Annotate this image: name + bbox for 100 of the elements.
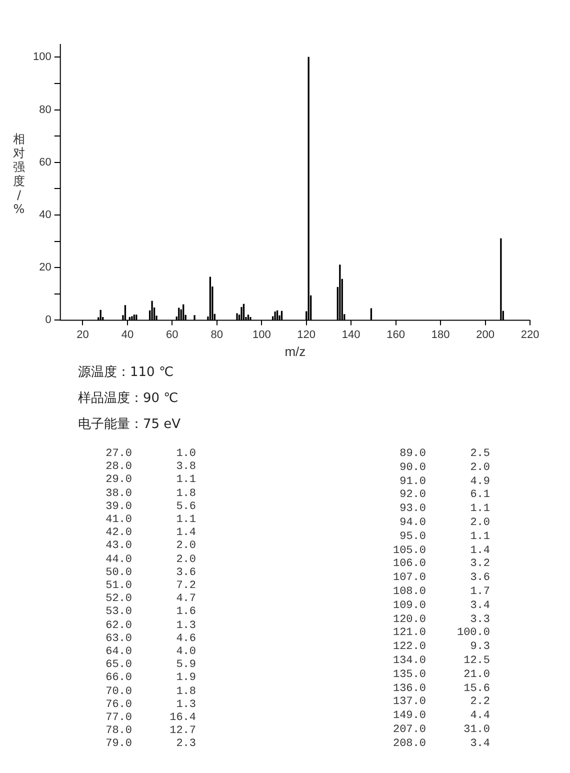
text: 31.0 bbox=[462, 724, 490, 738]
text: 4.6 bbox=[175, 632, 196, 646]
text: 78.0 bbox=[104, 725, 132, 738]
text: 1.1 bbox=[469, 530, 490, 545]
text: 3.4 bbox=[469, 600, 490, 614]
text: 4.7 bbox=[175, 593, 196, 606]
text: 27.0 bbox=[104, 448, 132, 462]
text: 2.0 bbox=[469, 516, 490, 531]
text: 7.2 bbox=[175, 580, 196, 594]
text: 1.8 bbox=[175, 488, 196, 501]
text: 电子能量：75 eV bbox=[78, 416, 182, 434]
text: 3.6 bbox=[469, 572, 490, 586]
text: 1.6 bbox=[175, 606, 196, 620]
text: 2.0 bbox=[175, 554, 196, 567]
text: 92.0 bbox=[398, 489, 426, 504]
text: 1.1 bbox=[175, 514, 196, 528]
text: 149.0 bbox=[392, 710, 426, 724]
text: 53.0 bbox=[104, 606, 132, 620]
text: 43.0 bbox=[104, 540, 132, 554]
text: 38.0 bbox=[104, 488, 132, 501]
text: 79.0 bbox=[104, 738, 132, 752]
text: 12.5 bbox=[462, 654, 490, 669]
text: 95.0 bbox=[398, 530, 426, 545]
x-tick-label: 80 bbox=[210, 328, 224, 341]
y-tick-label: 100 bbox=[32, 51, 52, 64]
text: 50.0 bbox=[104, 566, 132, 580]
text: 136.0 bbox=[392, 682, 426, 696]
text: 64.0 bbox=[104, 646, 132, 660]
x-tick-label: 40 bbox=[121, 328, 134, 341]
y-tick-label: 80 bbox=[39, 104, 52, 116]
text: 51.0 bbox=[104, 580, 132, 594]
text: 108.0 bbox=[392, 586, 426, 600]
text: 29.0 bbox=[104, 474, 132, 488]
x-tick-label: 220 bbox=[520, 328, 540, 341]
text: 28.0 bbox=[104, 461, 132, 474]
text: 3.4 bbox=[469, 738, 490, 752]
text: 1.3 bbox=[175, 698, 196, 712]
text: 93.0 bbox=[398, 503, 426, 517]
text: 105.0 bbox=[392, 544, 426, 558]
x-tick-label: 60 bbox=[166, 328, 178, 341]
x-tick-label: 160 bbox=[386, 328, 405, 341]
text: 1.8 bbox=[175, 686, 196, 699]
text: 3.2 bbox=[469, 558, 490, 572]
text: 63.0 bbox=[104, 632, 132, 646]
text: 3.8 bbox=[175, 461, 196, 474]
text: 2.2 bbox=[469, 696, 490, 710]
x-tick-label: 200 bbox=[476, 328, 494, 341]
text: 5.9 bbox=[175, 659, 196, 672]
text: 39.0 bbox=[104, 500, 132, 514]
text: 65.0 bbox=[104, 659, 132, 672]
text: 1.3 bbox=[175, 620, 196, 633]
text: 2.0 bbox=[175, 540, 196, 554]
x-tick-label: 120 bbox=[297, 328, 316, 341]
y-tick-label: 0 bbox=[45, 314, 52, 326]
text: 106.0 bbox=[392, 558, 426, 572]
text: 21.0 bbox=[462, 668, 490, 683]
text: 62.0 bbox=[104, 620, 132, 633]
text: 66.0 bbox=[104, 672, 132, 686]
text: 107.0 bbox=[392, 572, 426, 586]
y-axis-title: 相对强度/% bbox=[12, 132, 26, 216]
text: 122.0 bbox=[392, 641, 426, 655]
text: 3.3 bbox=[469, 614, 490, 628]
text: 120.0 bbox=[392, 614, 426, 628]
text: 2.0 bbox=[469, 462, 490, 476]
text: 41.0 bbox=[104, 514, 132, 528]
y-tick-label: 40 bbox=[39, 209, 52, 222]
text: 4.4 bbox=[469, 710, 490, 724]
text: 1.4 bbox=[175, 527, 196, 540]
text: 9.3 bbox=[469, 641, 490, 655]
text: 1.4 bbox=[469, 544, 490, 558]
text: 121.0 bbox=[392, 627, 426, 642]
text: 52.0 bbox=[104, 593, 132, 606]
text: 1.7 bbox=[469, 586, 490, 600]
text: 样品温度：90 ℃ bbox=[78, 390, 180, 408]
text: 2.3 bbox=[175, 738, 196, 752]
text: 77.0 bbox=[104, 712, 132, 726]
text: 137.0 bbox=[392, 696, 426, 710]
text: 134.0 bbox=[392, 654, 426, 669]
text: 5.6 bbox=[175, 500, 196, 514]
x-axis-title: m/z bbox=[284, 344, 306, 359]
text: 94.0 bbox=[398, 516, 426, 531]
text: 4.0 bbox=[175, 646, 196, 660]
text: 207.0 bbox=[392, 724, 426, 738]
x-tick-label: 140 bbox=[342, 328, 360, 341]
text: 89.0 bbox=[398, 448, 426, 462]
text: 44.0 bbox=[104, 554, 132, 567]
text: 70.0 bbox=[104, 686, 132, 699]
x-tick-label: 100 bbox=[252, 328, 271, 341]
text: 12.7 bbox=[168, 725, 196, 738]
text: 1.1 bbox=[175, 474, 196, 488]
text: 208.0 bbox=[392, 738, 426, 752]
text: 135.0 bbox=[392, 668, 426, 683]
text: 16.4 bbox=[168, 712, 196, 726]
text: 90.0 bbox=[398, 462, 426, 476]
text: 76.0 bbox=[104, 698, 132, 712]
text: 15.6 bbox=[462, 682, 490, 696]
y-tick-label: 60 bbox=[39, 156, 52, 168]
text: 源温度：110 ℃ bbox=[78, 364, 175, 382]
text: 6.1 bbox=[469, 489, 490, 504]
text: 4.9 bbox=[469, 476, 490, 490]
